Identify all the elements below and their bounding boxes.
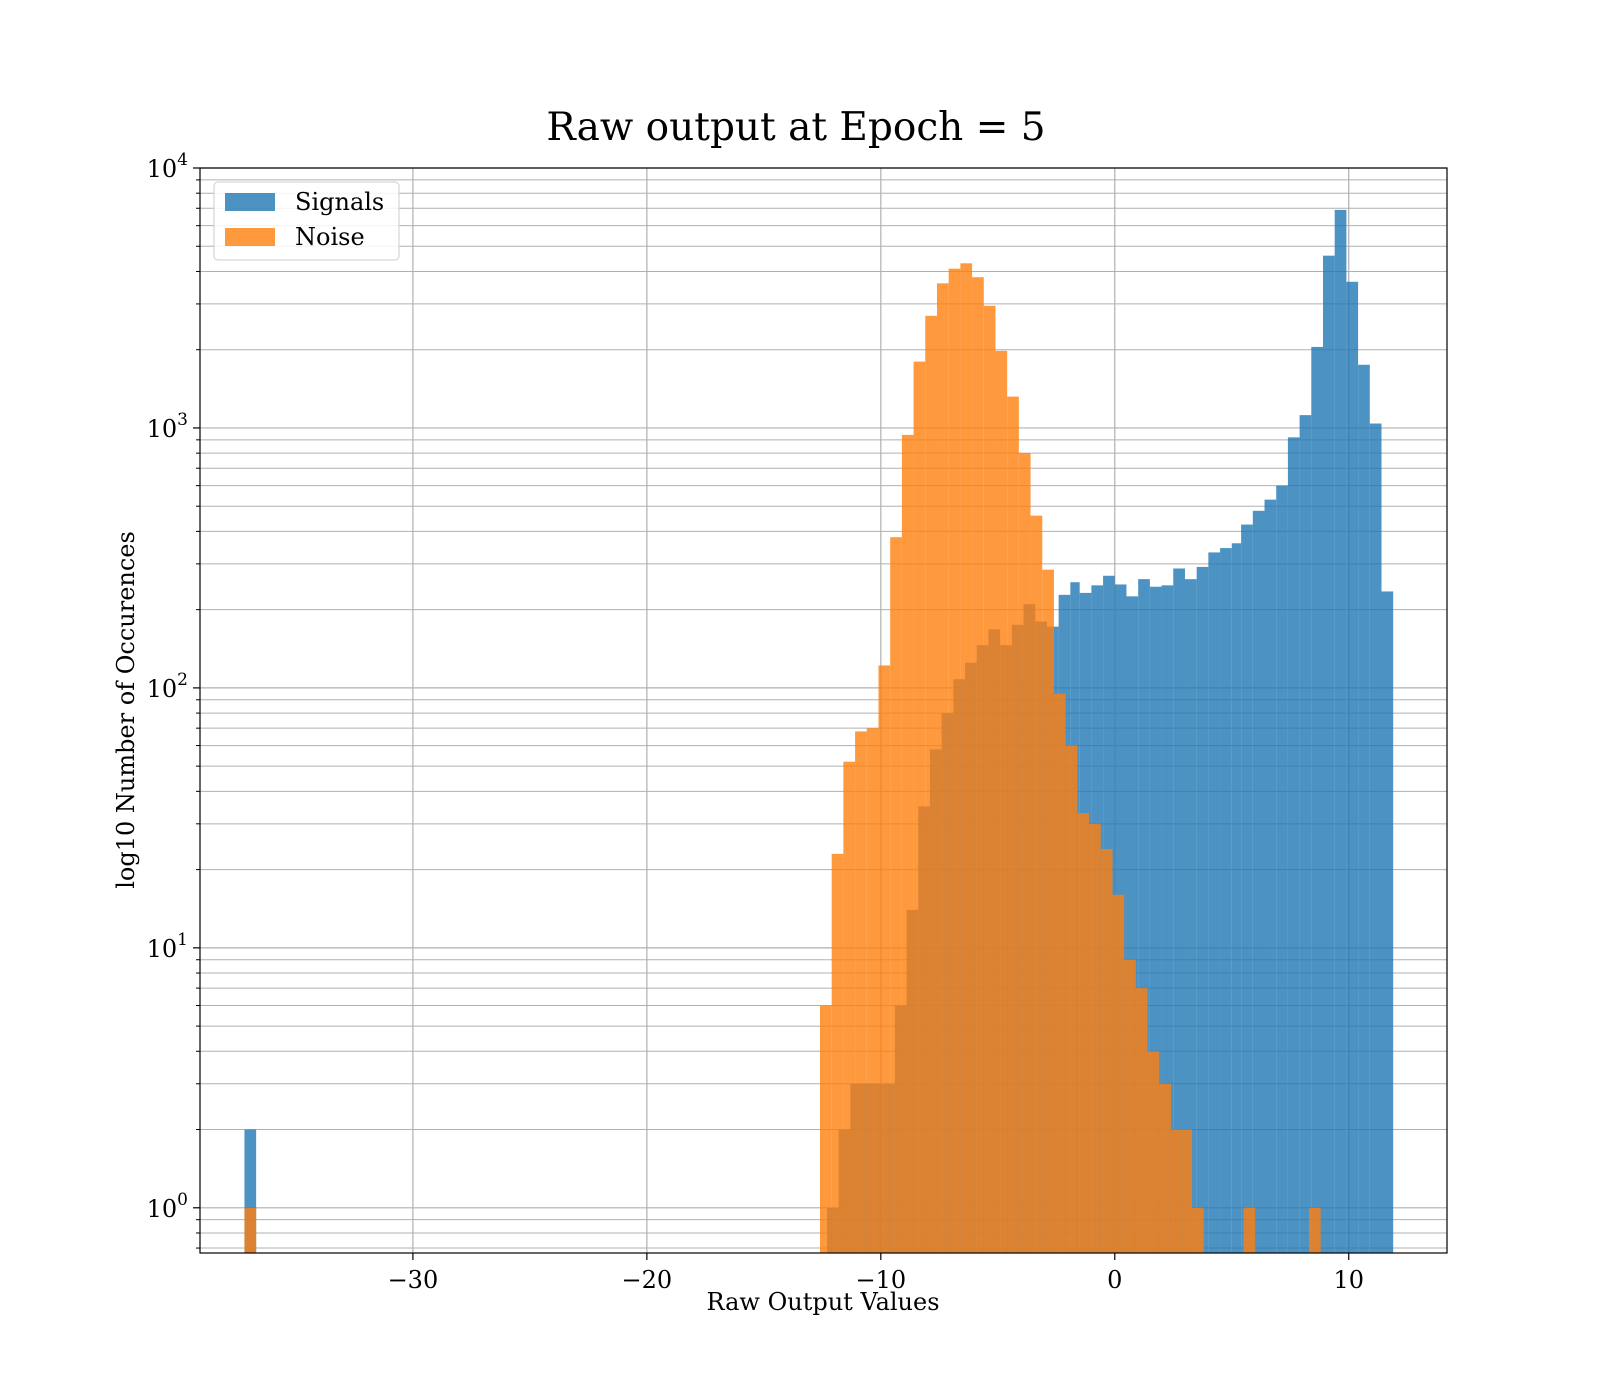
signals-bar [1220,548,1232,1253]
noise-bar [1018,453,1031,1253]
noise-bar [936,283,949,1253]
signals-bar [1184,579,1197,1253]
signals-bar [1173,568,1185,1253]
chart-title: Raw output at Epoch = 5 [546,105,1045,150]
y-axis-label: log10 Number of Occurences [112,531,140,889]
noise-bar [819,1005,832,1253]
signals-bar [1264,499,1277,1253]
x-tick-label: 0 [1107,1266,1122,1294]
signals-bar [1161,585,1174,1253]
signals-bar [1299,415,1312,1253]
noise-bar [1135,988,1148,1253]
signals-bar [244,1129,257,1253]
x-tick-label: −20 [622,1266,673,1294]
signals-bar [1346,281,1359,1253]
signals-bar [1241,524,1253,1253]
legend-swatch-signals [225,193,275,211]
signals-bar [1369,423,1382,1253]
noise-bar [1147,1051,1160,1253]
signals-bar [1149,586,1162,1253]
noise-bar [1100,849,1113,1253]
legend-label-noise: Noise [295,223,365,251]
signals-bar [1126,596,1139,1253]
noise-bar [983,305,996,1254]
noise-bar [855,731,867,1253]
noise-bar [1182,1129,1192,1253]
noise-bar [890,537,902,1253]
noise-bar [1124,959,1136,1253]
noise-bar [1053,693,1066,1253]
noise-bar [972,277,984,1253]
y-tick-label: 101 [147,930,188,963]
noise-bar [1065,745,1078,1253]
signals-bar [1311,346,1324,1254]
signals-bar [1252,510,1265,1253]
noise-bar [1007,396,1019,1253]
signals-bar [1381,591,1394,1253]
x-axis-label: Raw Output Values [706,1288,939,1316]
noise-bar [1243,1207,1256,1253]
signals-bar [1276,485,1288,1254]
plot-frame [199,167,1448,1254]
noise-bar [995,350,1008,1253]
x-axis-ticks: −30 −20 −10 0 10 [388,1253,1364,1294]
noise-bar [901,434,914,1253]
y-tick-label: 100 [147,1190,188,1223]
noise-bar [878,665,891,1253]
noise-bar [1112,894,1125,1253]
noise-bar [1159,1083,1171,1253]
x-tick-label: −10 [855,1266,906,1294]
y-tick-label: 102 [147,670,188,703]
noise-bars [244,263,1321,1254]
y-tick-label: 104 [147,150,188,183]
signals-bar [1208,552,1221,1253]
signals-bar [1334,209,1347,1253]
signals-bar [1138,579,1150,1253]
noise-bar [1030,515,1043,1253]
noise-bar [1042,569,1054,1253]
y-axis-ticks: 100 101 102 103 104 [147,150,200,1249]
noise-bar [244,1207,257,1253]
noise-bar [1170,1129,1183,1253]
noise-bar [1077,813,1090,1253]
noise-bar [925,315,937,1253]
legend-swatch-noise [225,228,275,246]
legend: Signals Noise [213,181,400,261]
noise-bar [866,728,879,1253]
noise-bar [831,853,844,1253]
noise-bar [1308,1207,1321,1253]
x-tick-label: 10 [1333,1266,1364,1294]
noise-bar [913,361,926,1253]
noise-bar [948,268,961,1253]
noise-bar [843,761,856,1253]
signals-bar [1231,543,1242,1253]
signals-bar [1196,566,1209,1253]
signals-bar [1323,255,1335,1253]
noise-bar [960,263,973,1254]
signals-bar [1287,437,1300,1253]
legend-label-signals: Signals [295,188,384,216]
signals-bar [1358,364,1370,1253]
y-tick-label: 103 [147,410,188,443]
noise-bar [1089,823,1101,1253]
noise-bar [1191,1207,1204,1253]
x-tick-label: −30 [388,1266,439,1294]
